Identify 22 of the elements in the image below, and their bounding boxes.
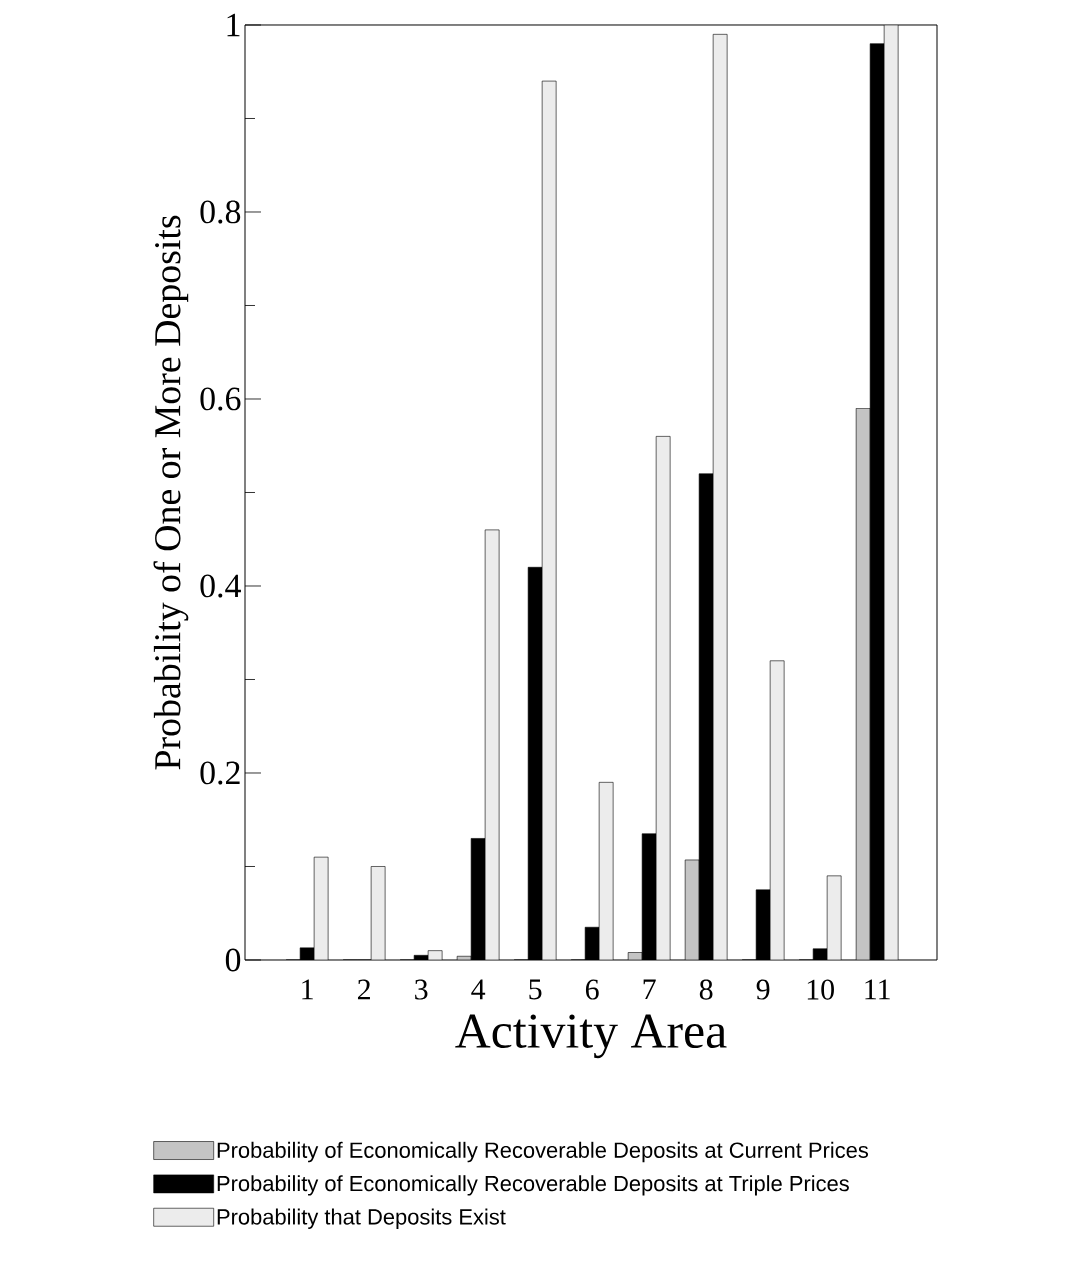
legend-label: Probability of Economically Recoverable Deposits at Triple Prices xyxy=(217,1175,849,1196)
y-tick-label: 0.4 xyxy=(200,574,241,598)
x-tick-label: 6 xyxy=(585,979,599,1000)
y-tick-label: 0.2 xyxy=(200,761,240,785)
legend-label: Probability that Deposits Exist xyxy=(217,1208,506,1229)
y-axis-title: Probability of One or More Deposits xyxy=(153,215,189,770)
x-tick-label: 11 xyxy=(865,979,890,1000)
x-tick-label: 1 xyxy=(302,979,313,1000)
y-tick-label: 0.8 xyxy=(200,200,241,224)
x-tick-label: 4 xyxy=(471,979,486,1000)
x-tick-label: 5 xyxy=(529,979,542,1000)
y-tick-label: 0 xyxy=(225,948,241,972)
x-axis-title: Activity Area xyxy=(455,1014,727,1059)
x-tick-label: 7 xyxy=(643,979,656,1000)
legend-label: Probability of Economically Recoverable Deposits at Current Prices xyxy=(217,1141,869,1163)
x-tick-label: 9 xyxy=(756,979,770,1000)
x-tick-label: 8 xyxy=(699,979,713,1000)
x-tick-label: 3 xyxy=(415,979,428,1000)
x-tick-label: 10 xyxy=(807,979,834,1000)
y-tick-label: 0.6 xyxy=(200,387,241,411)
x-tick-label: 2 xyxy=(357,979,370,1000)
y-tick-label: 1 xyxy=(227,13,240,37)
